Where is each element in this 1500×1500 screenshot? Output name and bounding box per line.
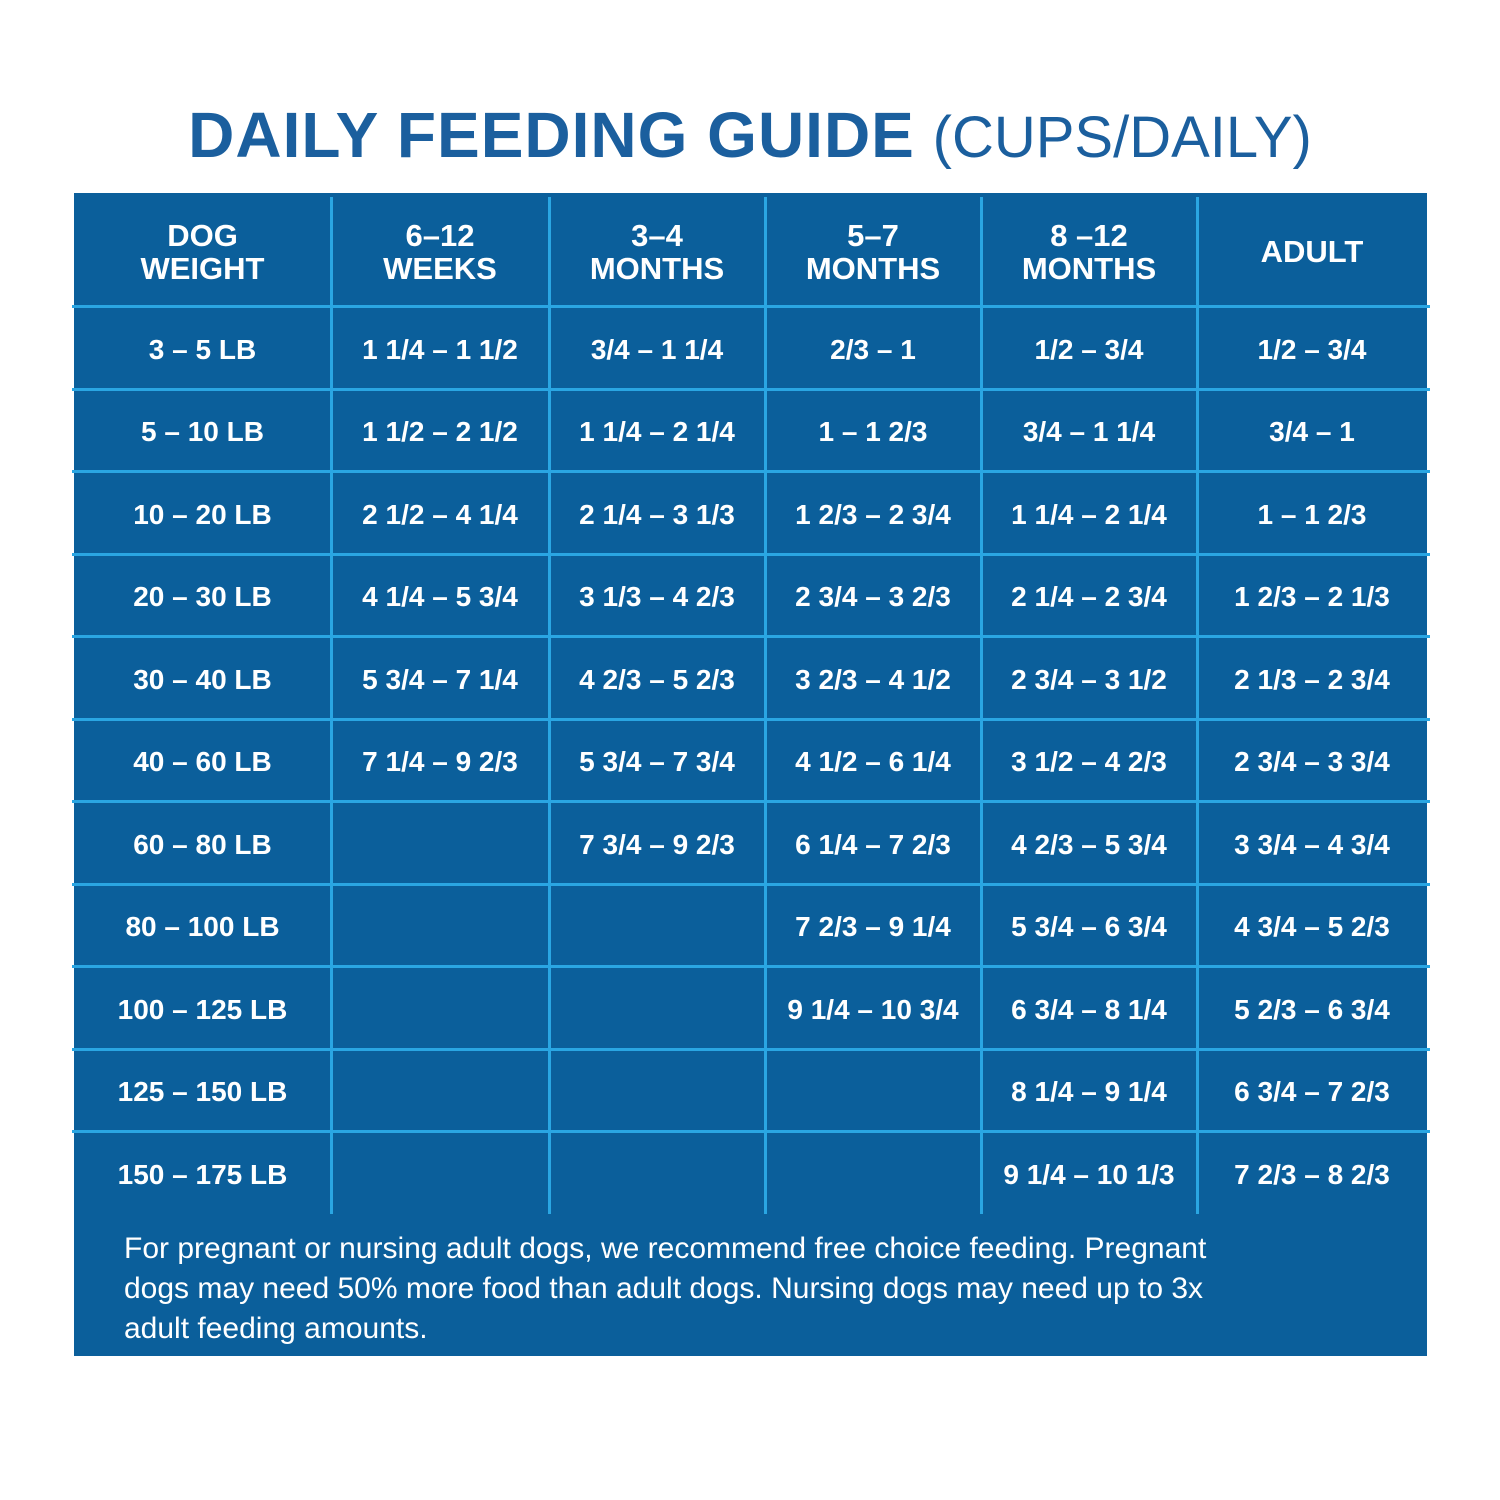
footnote-line: adult feeding amounts.	[124, 1311, 428, 1345]
header-line: WEIGHT	[140, 250, 265, 286]
header-line: MONTHS	[1021, 250, 1157, 286]
row-label: 5 – 10 LB	[141, 416, 264, 448]
column-divider	[980, 197, 983, 1214]
row-divider	[72, 882, 1430, 886]
column-header: ADULT	[1197, 197, 1427, 306]
column-header: 3–4 MONTHS	[549, 197, 765, 306]
table-cell: 1 1/4 – 2 1/4	[1011, 498, 1167, 530]
table-cell: 4 2/3 – 5 2/3	[579, 663, 735, 695]
row-divider	[72, 387, 1430, 391]
table-cell: 5 3/4 – 6 3/4	[1011, 911, 1167, 943]
table-cell: 3 1/3 – 4 2/3	[579, 581, 735, 613]
column-header: 6–12 WEEKS	[331, 197, 549, 306]
title: DAILY FEEDING GUIDE (CUPS/DAILY)	[0, 98, 1500, 172]
table-cell: 2 1/2 – 4 1/4	[362, 498, 518, 530]
table-cell: 3/4 – 1 1/4	[1022, 416, 1156, 448]
row-divider	[72, 305, 1430, 308]
header-line: WEEKS	[383, 250, 497, 286]
table-cell: 3 3/4 – 4 3/4	[1234, 828, 1390, 860]
table-cell: 6 1/4 – 7 2/3	[795, 828, 951, 860]
title-sub: (CUPS/DAILY)	[932, 105, 1312, 170]
column-divider	[764, 197, 767, 1214]
row-divider	[72, 800, 1430, 803]
table-cell: 1 1/2 – 2 1/2	[362, 416, 518, 448]
table-cell: 2 1/4 – 2 3/4	[1011, 581, 1167, 613]
table-cell: 1 1/4 – 2 1/4	[579, 416, 735, 448]
table-cell: 5 3/4 – 7 1/4	[362, 663, 518, 695]
footnote-line: For pregnant or nursing adult dogs, we r…	[124, 1231, 1207, 1265]
table-cell: 6 3/4 – 7 2/3	[1234, 1076, 1390, 1108]
table-cell: 2/3 – 1	[830, 333, 916, 365]
column-header: 8 –12 MONTHS	[981, 197, 1197, 306]
row-divider	[72, 965, 1430, 968]
column-divider	[1196, 197, 1199, 1214]
table-cell: 9 1/4 – 10 1/3	[1003, 1158, 1175, 1190]
header-line: MONTHS	[589, 250, 725, 286]
title-main: DAILY FEEDING GUIDE	[188, 99, 915, 171]
row-divider	[72, 717, 1430, 721]
table-cell: 1/2 – 3/4	[1257, 333, 1367, 365]
row-label: 150 – 175 LB	[117, 1158, 288, 1190]
header-line: DOG	[167, 217, 238, 253]
table-cell: 2 3/4 – 3 1/2	[1011, 663, 1167, 695]
table-cell: 2 3/4 – 3 3/4	[1234, 746, 1390, 778]
table-cell: 7 2/3 – 9 1/4	[795, 911, 951, 943]
column-header: 5–7 MONTHS	[765, 197, 981, 306]
table-cell: 2 1/3 – 2 3/4	[1234, 663, 1390, 695]
table-cell: 3 1/2 – 4 2/3	[1011, 746, 1167, 778]
row-label: 80 – 100 LB	[125, 911, 280, 943]
column-header: DOG WEIGHT	[74, 197, 331, 306]
table-cell: 1 2/3 – 2 3/4	[795, 498, 951, 530]
row-label: 20 – 30 LB	[133, 581, 272, 613]
table-cell: 6 3/4 – 8 1/4	[1011, 993, 1167, 1025]
row-divider	[72, 1047, 1430, 1051]
row-label: 60 – 80 LB	[133, 828, 272, 860]
table-cell: 3 2/3 – 4 1/2	[795, 663, 951, 695]
table-cell: 4 2/3 – 5 3/4	[1011, 828, 1167, 860]
table-cell: 1 – 1 2/3	[818, 416, 928, 448]
table-cell: 1 – 1 2/3	[1257, 498, 1367, 530]
table-cell: 7 3/4 – 9 2/3	[579, 828, 735, 860]
table-cell: 4 1/4 – 5 3/4	[362, 581, 518, 613]
table-cell: 5 3/4 – 7 3/4	[579, 746, 735, 778]
table-cell: 2 3/4 – 3 2/3	[795, 581, 951, 613]
table-cell: 2 1/4 – 3 1/3	[579, 498, 735, 530]
table-cell: 1 1/4 – 1 1/2	[362, 333, 518, 365]
row-label: 100 – 125 LB	[117, 993, 288, 1025]
row-label: 30 – 40 LB	[133, 663, 272, 695]
row-divider	[72, 635, 1430, 638]
table-cell: 5 2/3 – 6 3/4	[1234, 993, 1390, 1025]
table-cell: 7 2/3 – 8 2/3	[1234, 1158, 1390, 1190]
table-cell: 7 1/4 – 9 2/3	[362, 746, 518, 778]
table-cell: 9 1/4 – 10 3/4	[787, 993, 959, 1025]
header-line: ADULT	[1260, 234, 1364, 269]
table-cell: 4 1/2 – 6 1/4	[795, 746, 951, 778]
row-label: 40 – 60 LB	[133, 746, 272, 778]
table-cell: 4 3/4 – 5 2/3	[1234, 911, 1390, 943]
table-cell: 3/4 – 1	[1269, 416, 1355, 448]
row-divider	[72, 470, 1430, 473]
column-divider	[548, 197, 551, 1214]
row-divider	[72, 1130, 1430, 1133]
row-divider	[72, 552, 1430, 556]
header-line: 3–4	[631, 217, 683, 253]
header-line: MONTHS	[805, 250, 941, 286]
table-panel	[74, 193, 1427, 1356]
table-cell: 1/2 – 3/4	[1034, 333, 1144, 365]
row-label: 3 – 5 LB	[148, 333, 257, 365]
table-cell: 8 1/4 – 9 1/4	[1011, 1076, 1167, 1108]
column-divider	[330, 197, 333, 1214]
table-cell: 3/4 – 1 1/4	[590, 333, 724, 365]
row-label: 10 – 20 LB	[133, 498, 272, 530]
table-cell: 1 2/3 – 2 1/3	[1234, 581, 1390, 613]
header-line: 6–12	[405, 217, 475, 253]
footnote-line: dogs may need 50% more food than adult d…	[124, 1271, 1204, 1305]
header-line: 8 –12	[1050, 217, 1128, 253]
row-label: 125 – 150 LB	[117, 1076, 288, 1108]
header-line: 5–7	[847, 217, 899, 253]
